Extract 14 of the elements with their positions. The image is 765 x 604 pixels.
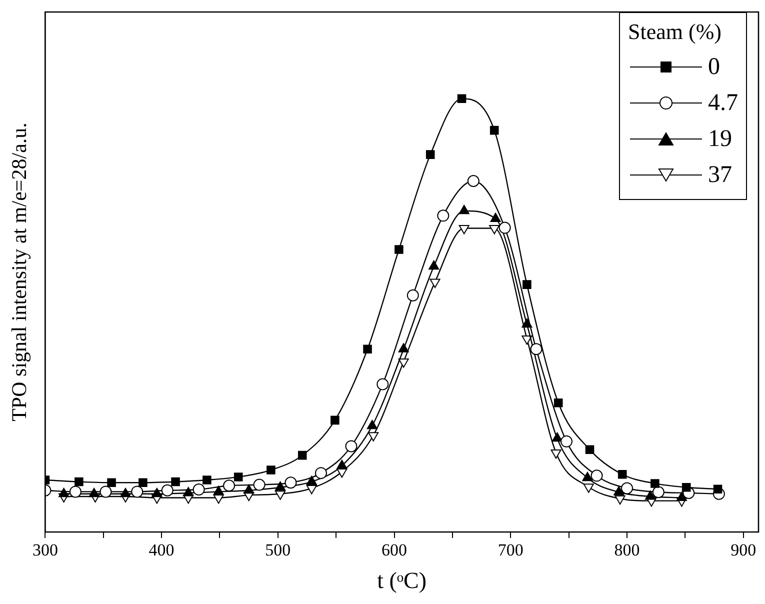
x-tick-label: 600 [382,540,408,560]
x-tick-label: 800 [614,540,640,560]
y-axis-title: TPO signal intensity at m/e=28/a.u. [7,122,32,422]
x-tick-label: 500 [265,540,291,560]
legend-label: 4.7 [708,90,738,116]
x-tick-label: 700 [498,540,524,560]
x-axis-title: t (ᵒC) [377,568,427,594]
x-tick-label: 900 [730,540,756,560]
legend-title: Steam (%) [628,18,722,46]
x-tick-label: 300 [32,540,58,560]
legend-label: 37 [708,162,732,188]
legend-label: 0 [708,54,720,80]
legend-label: 19 [708,126,732,152]
x-tick-label: 400 [148,540,174,560]
